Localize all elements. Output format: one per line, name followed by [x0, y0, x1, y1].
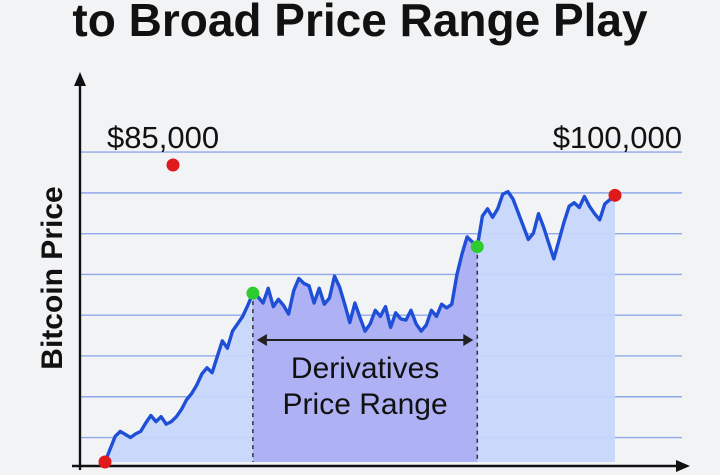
end-price-label: $100,000 [553, 120, 682, 155]
y-axis-label: Bitcoin Price [36, 186, 69, 369]
range-arrow-head-right [463, 334, 474, 346]
range-band-fill [252, 236, 478, 462]
x-axis-arrowhead [676, 460, 690, 472]
start-label-dot [166, 158, 180, 172]
start-marker [98, 455, 112, 469]
markers [98, 158, 622, 469]
range-marker [246, 286, 260, 300]
price-line [103, 189, 617, 464]
chart-title: to Broad Price Range Play [72, 0, 648, 46]
range-arrow-head-left [256, 334, 267, 346]
y-axis-arrowhead [74, 72, 86, 86]
end-marker [608, 188, 622, 202]
range-arrow [256, 334, 474, 346]
range-label-line2: Price Range [283, 388, 448, 421]
range-label-line1: Derivatives [291, 352, 439, 385]
range-marker [470, 240, 484, 254]
start-price-label: $85,000 [107, 120, 219, 155]
axes [72, 72, 690, 472]
